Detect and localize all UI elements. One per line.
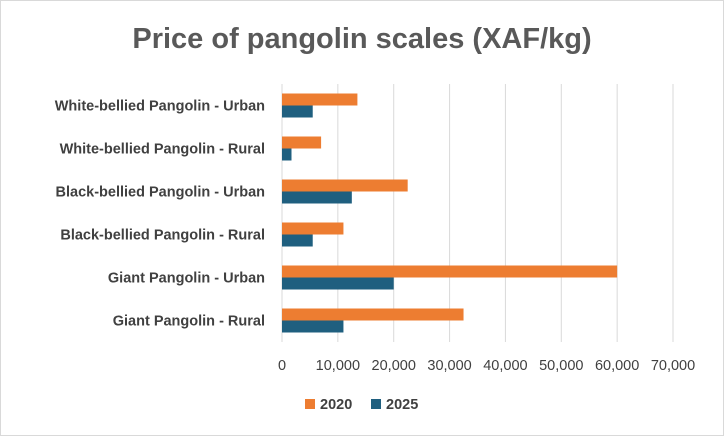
legend-label-2025: 2025	[386, 397, 418, 413]
bar-2025	[282, 320, 344, 333]
bar-2025	[282, 191, 352, 204]
legend[interactable]: 2020 2025	[305, 397, 418, 413]
bar-2020	[282, 136, 322, 149]
x-tick-label: 0	[278, 358, 286, 374]
bar-2025	[282, 234, 313, 247]
bar-2025	[282, 105, 313, 118]
bar-2020	[282, 222, 344, 235]
x-tick-label: 20,000	[372, 358, 416, 374]
x-tick-label: 30,000	[427, 358, 471, 374]
category-labels: Giant Pangolin - Rural Giant Pangolin - U…	[55, 99, 265, 330]
category-label: Giant Pangolin - Urban	[108, 271, 265, 287]
legend-swatch-2025	[371, 399, 381, 409]
bar-2025	[282, 277, 394, 290]
bar-2020	[282, 93, 358, 106]
legend-label-2020: 2020	[320, 397, 352, 413]
category-label: White-bellied Pangolin - Rural	[60, 142, 265, 158]
x-tick-label: 50,000	[539, 358, 583, 374]
category-label: Giant Pangolin - Rural	[113, 314, 265, 330]
bars	[282, 93, 618, 333]
bar-2025	[282, 148, 292, 161]
x-tick-label: 60,000	[595, 358, 639, 374]
gridlines	[281, 84, 674, 342]
x-axis-tick-labels: 0 10,000 20,000 30,000 40,000 50,000 60,000 70,…	[278, 358, 695, 374]
bar-2020	[282, 179, 408, 192]
x-tick-label: 40,000	[483, 358, 527, 374]
bar-2020	[282, 265, 618, 278]
x-tick-label: 70,000	[651, 358, 695, 374]
bar-2020	[282, 308, 464, 321]
category-label: Black-bellied Pangolin - Rural	[60, 228, 265, 244]
category-label: White-bellied Pangolin - Urban	[55, 99, 265, 115]
category-label: Black-bellied Pangolin - Urban	[56, 185, 265, 201]
chart-title: Price of pangolin scales (XAF/kg)	[132, 23, 591, 55]
legend-swatch-2020	[305, 399, 315, 409]
x-tick-label: 10,000	[316, 358, 360, 374]
